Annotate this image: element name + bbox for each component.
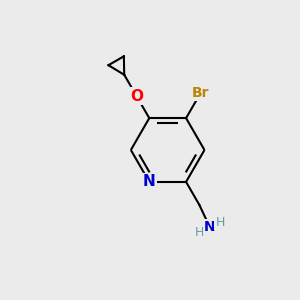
Text: H: H <box>195 226 205 239</box>
Text: N: N <box>204 220 216 235</box>
Text: N: N <box>143 174 156 189</box>
Text: O: O <box>130 89 143 104</box>
Text: H: H <box>215 216 225 229</box>
Text: Br: Br <box>192 85 209 100</box>
